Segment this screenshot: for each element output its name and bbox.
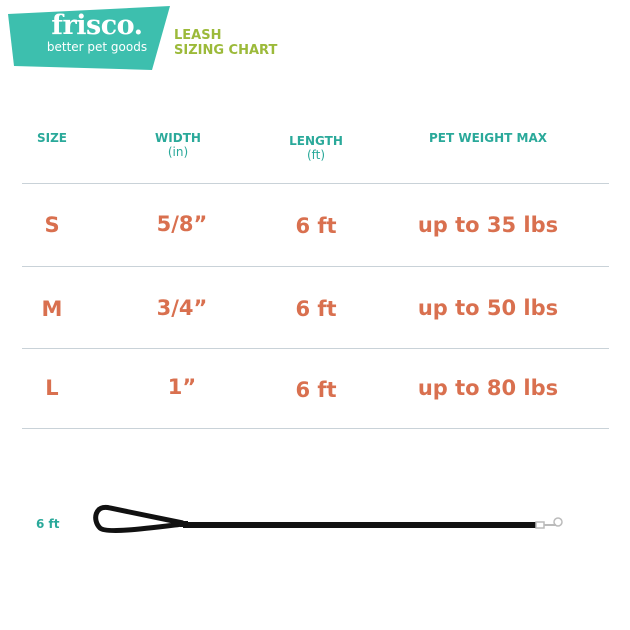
header-length: LENGTH (ft): [236, 134, 396, 162]
title-line-2: SIZING CHART: [174, 43, 278, 58]
cell-width: 3/4”: [156, 296, 208, 320]
leash-icon: [93, 504, 563, 534]
chart-title: LEASH SIZING CHART: [174, 28, 277, 58]
cell-width: 1”: [167, 375, 197, 399]
leash-length-label: 6 ft: [36, 517, 60, 531]
header-label: SIZE: [36, 131, 67, 145]
header-unit: (in): [167, 145, 189, 159]
title-line-1: LEASH: [174, 28, 222, 43]
header-size: SIZE: [0, 131, 132, 145]
cell-length: 6 ft: [295, 297, 337, 321]
header-width: WIDTH (in): [98, 131, 258, 159]
cell-size: M: [41, 297, 63, 321]
frisco-logo-badge: [8, 6, 170, 70]
cell-length: 6 ft: [295, 214, 337, 238]
cell-width: 5/8”: [156, 212, 208, 236]
divider: [22, 428, 609, 429]
header-label: WIDTH: [155, 131, 201, 145]
cell-size: L: [45, 376, 59, 400]
cell-length: 6 ft: [295, 378, 337, 402]
cell-weight: up to 50 lbs: [417, 296, 559, 320]
logo-brand: frisco.: [51, 10, 143, 41]
header-pet-weight-max: PET WEIGHT MAX: [398, 131, 578, 145]
divider: [22, 266, 609, 267]
frisco-logo: frisco. better pet goods: [32, 10, 162, 55]
header-label: LENGTH: [289, 134, 343, 148]
header-unit: (ft): [306, 148, 326, 162]
logo-tagline: better pet goods: [46, 40, 148, 54]
cell-weight: up to 35 lbs: [417, 213, 559, 237]
header-label: PET WEIGHT MAX: [429, 131, 547, 145]
cell-size: S: [44, 213, 60, 237]
cell-weight: up to 80 lbs: [417, 376, 559, 400]
divider: [22, 183, 609, 184]
divider: [22, 348, 609, 349]
